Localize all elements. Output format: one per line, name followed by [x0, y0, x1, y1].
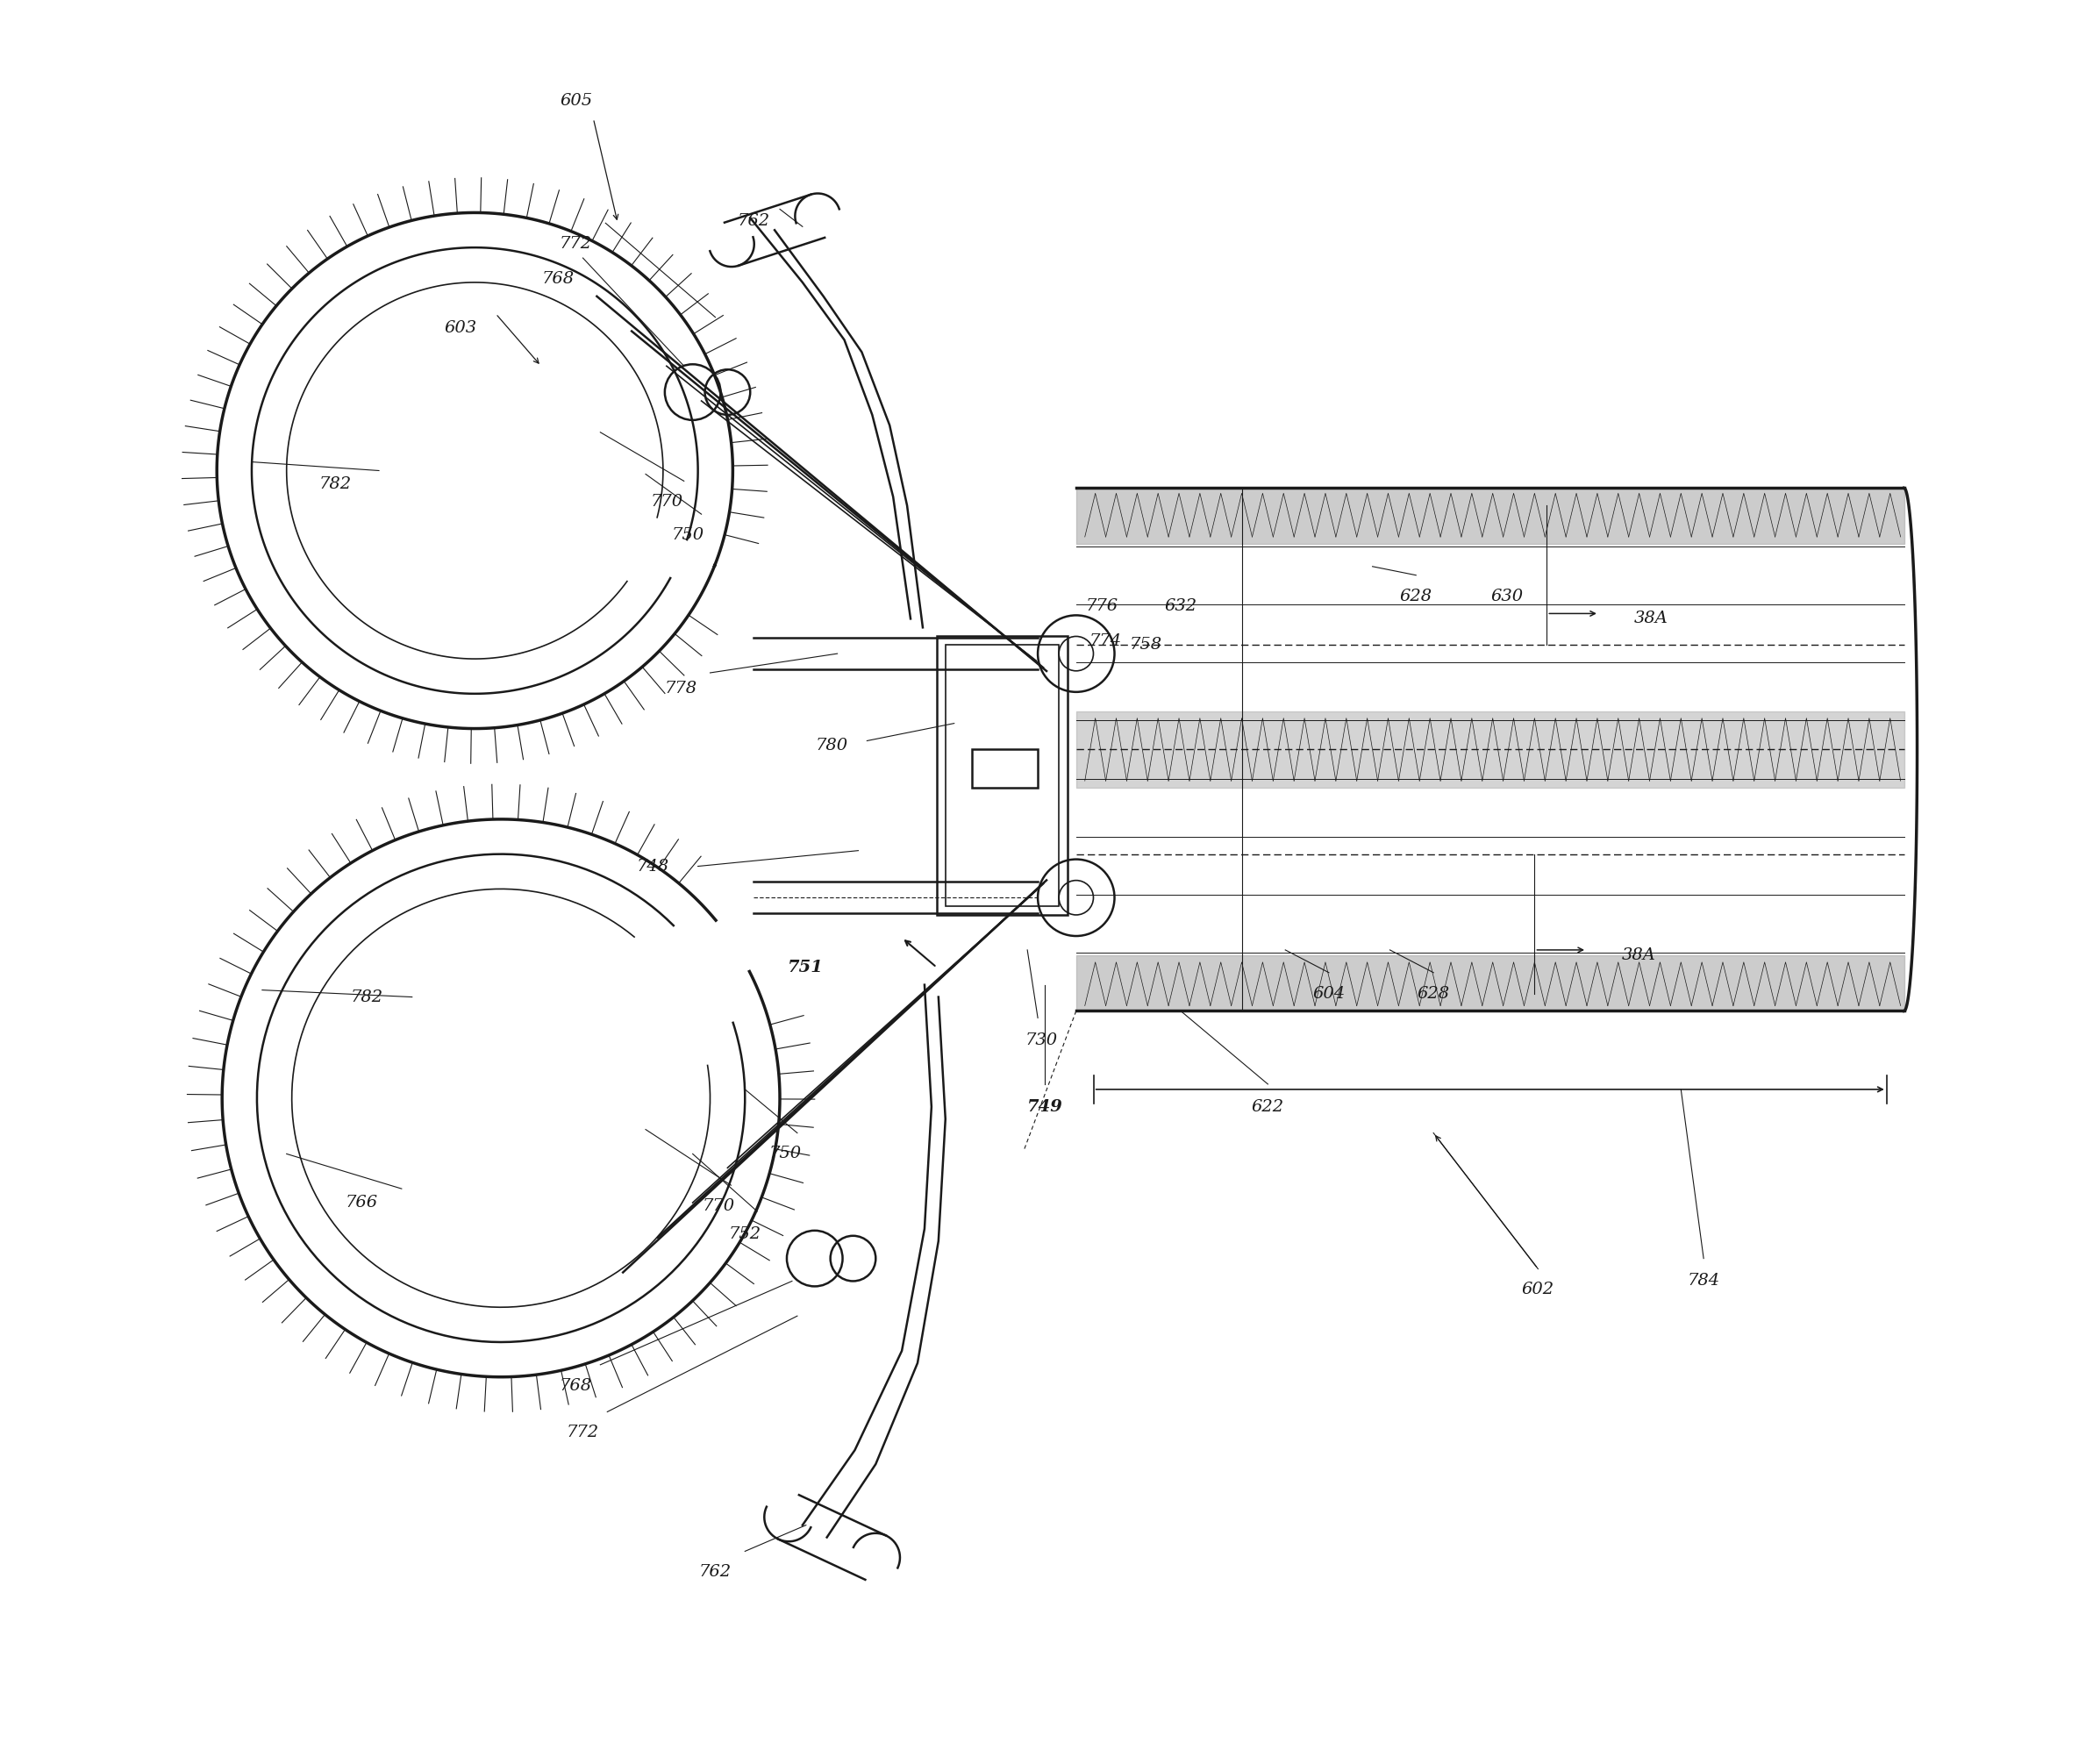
Text: 749: 749 [1027, 1098, 1063, 1116]
Text: 730: 730 [1025, 1032, 1058, 1049]
Text: 752: 752 [729, 1225, 762, 1243]
Text: 784: 784 [1686, 1272, 1720, 1290]
Text: 770: 770 [651, 493, 682, 511]
Text: 768: 768 [542, 270, 575, 288]
Text: 630: 630 [1491, 587, 1522, 605]
Bar [945, 645, 1058, 906]
Text: 628: 628 [1418, 985, 1449, 1002]
Text: 782: 782 [319, 476, 351, 493]
Text: 603: 603 [445, 319, 477, 336]
Text: 774: 774 [1090, 633, 1121, 650]
Text: 762: 762 [699, 1563, 731, 1581]
Text: 628: 628 [1401, 587, 1432, 605]
Text: 751: 751 [788, 959, 823, 976]
Text: 602: 602 [1522, 1281, 1554, 1299]
Text: 766: 766 [344, 1194, 378, 1211]
Text: 38A: 38A [1621, 946, 1657, 964]
Text: 38A: 38A [1634, 610, 1667, 627]
Text: 772: 772 [567, 1424, 598, 1441]
Text: 750: 750 [769, 1145, 802, 1163]
Bar [937, 636, 1067, 915]
Text: 622: 622 [1252, 1098, 1285, 1116]
Text: 768: 768 [559, 1377, 592, 1394]
Text: 750: 750 [672, 526, 704, 544]
Text: 776: 776 [1086, 598, 1119, 615]
Text: 782: 782 [351, 988, 382, 1006]
Text: 604: 604 [1312, 985, 1346, 1002]
Text: 758: 758 [1130, 636, 1161, 654]
Text: 778: 778 [664, 680, 697, 697]
Text: 772: 772 [559, 235, 592, 253]
Text: 632: 632 [1163, 598, 1197, 615]
Text: 605: 605 [559, 92, 592, 110]
Text: 748: 748 [636, 858, 670, 875]
Bar [972, 749, 1037, 788]
Text: 762: 762 [737, 213, 771, 230]
Text: 780: 780 [815, 737, 848, 755]
Text: 770: 770 [704, 1197, 735, 1215]
